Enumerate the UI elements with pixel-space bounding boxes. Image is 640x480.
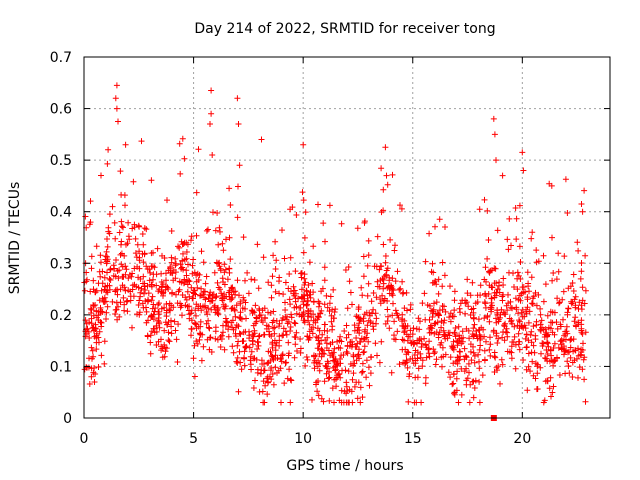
y-tick-label: 0.5: [50, 153, 72, 169]
y-tick-label: 0.6: [50, 102, 72, 118]
x-tick-label: 10: [294, 431, 312, 447]
data-points: [81, 82, 589, 421]
y-tick-label: 0.1: [50, 359, 72, 375]
y-tick-label: 0.4: [50, 205, 72, 221]
y-tick-label: 0.2: [50, 308, 72, 324]
y-tick-label: 0.3: [50, 256, 72, 272]
y-tick-label: 0: [63, 411, 72, 427]
y-tick-label: 0.7: [50, 50, 72, 66]
x-tick-label: 5: [189, 431, 198, 447]
x-tick-label: 20: [513, 431, 531, 447]
y-axis-title: SRMTID / TECUs: [7, 182, 23, 295]
scatter-plus-markers: [81, 82, 589, 421]
chart-title: Day 214 of 2022, SRMTID for receiver ton…: [194, 21, 495, 37]
x-axis-title: GPS time / hours: [286, 458, 403, 474]
x-tick-label: 15: [404, 431, 422, 447]
x-tick-label: 0: [80, 431, 89, 447]
axis-ticks: 0 0.1 0.2 0.3 0.4 0.5 0.6 0.7 0 5 10 15 20: [50, 50, 610, 447]
plot-frame: [83, 56, 611, 419]
